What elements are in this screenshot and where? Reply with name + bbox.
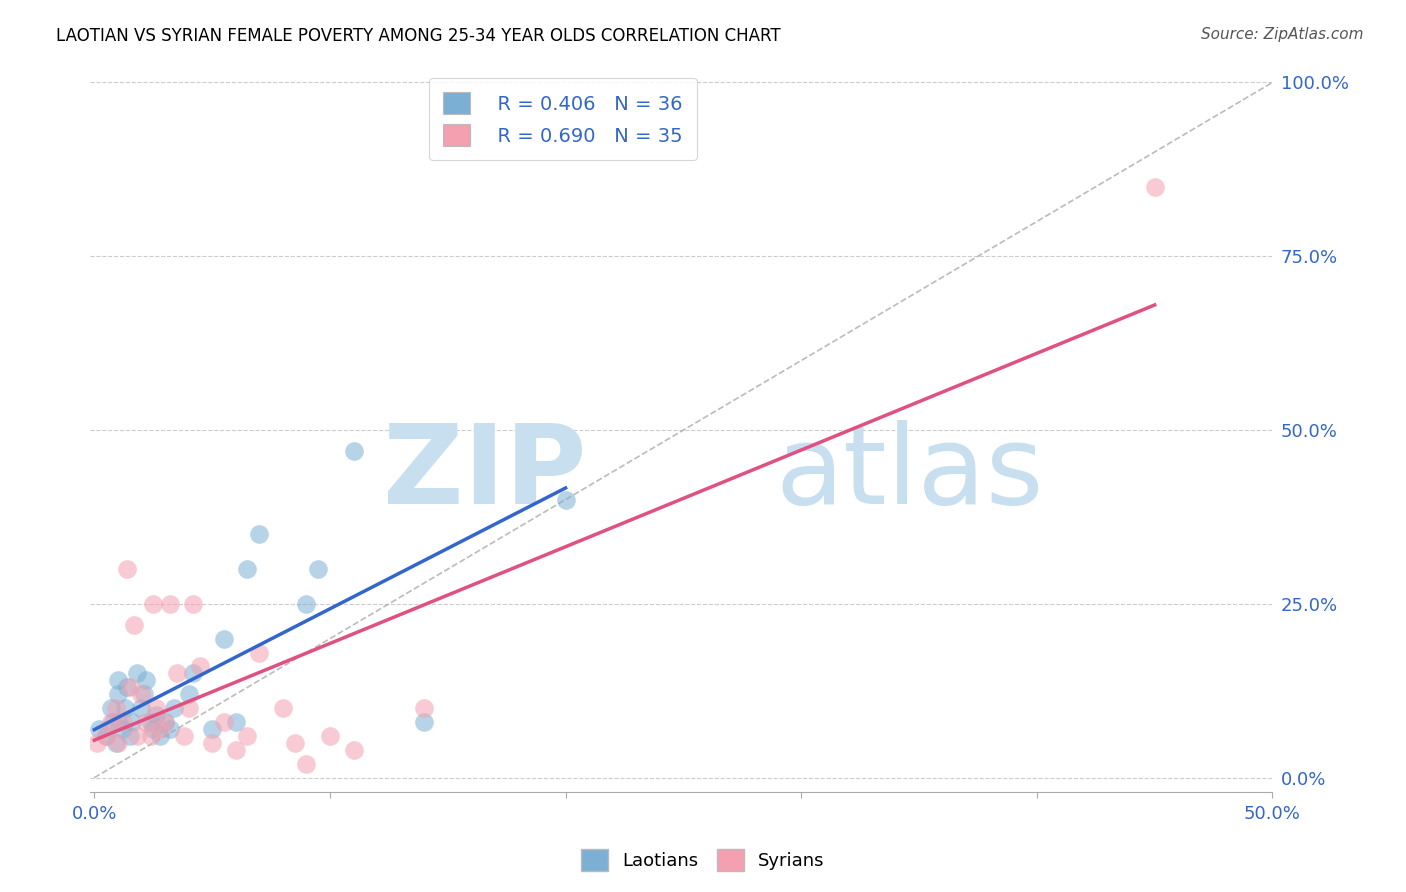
Point [201,722,224,736]
Point [201,736,224,750]
Point [111,714,134,729]
Text: LAOTIAN VS SYRIAN FEMALE POVERTY AMONG 25-34 YEAR OLDS CORRELATION CHART: LAOTIAN VS SYRIAN FEMALE POVERTY AMONG 2… [56,27,780,45]
Point [139,729,162,743]
Point [107,736,129,750]
Point [1143,179,1166,194]
Point [114,701,136,715]
Point [118,681,141,695]
Point [153,714,176,729]
Point [295,597,318,611]
Point [554,492,576,507]
Point [121,714,143,729]
Point [181,597,204,611]
Point [125,729,148,743]
Point [101,714,124,729]
Point [342,743,364,757]
Point [173,729,195,743]
Point [212,714,235,729]
Point [104,701,127,715]
Point [104,736,127,750]
Point [413,714,436,729]
Point [100,714,122,729]
Text: ZIP: ZIP [382,420,586,527]
Point [153,714,176,729]
Legend:   R = 0.406   N = 36,   R = 0.690   N = 35: R = 0.406 N = 36, R = 0.690 N = 35 [429,78,696,160]
Point [149,722,172,736]
Point [135,673,157,688]
Point [139,714,162,729]
Legend: Laotians, Syrians: Laotians, Syrians [574,842,832,879]
Point [107,714,129,729]
Point [247,646,270,660]
Point [142,722,165,736]
Point [117,562,139,576]
Point [271,701,294,715]
Point [125,666,148,681]
Text: atlas: atlas [776,420,1045,527]
Point [225,743,247,757]
Point [131,687,153,701]
Point [295,756,318,771]
Point [159,722,181,736]
Point [163,701,186,715]
Point [212,632,235,646]
Point [132,687,155,701]
Point [145,701,167,715]
Point [107,687,129,701]
Point [149,729,172,743]
Point [131,701,153,715]
Point [94,729,117,743]
Point [118,729,141,743]
Point [236,729,259,743]
Point [284,736,307,750]
Point [181,666,204,681]
Point [177,687,200,701]
Point [135,714,157,729]
Point [111,722,134,736]
Point [307,562,329,576]
Point [413,701,436,715]
Point [319,729,342,743]
Point [247,527,270,541]
Point [107,673,129,688]
Point [236,562,259,576]
Point [142,597,165,611]
Point [225,714,247,729]
Point [166,666,188,681]
Point [100,701,122,715]
Point [87,722,110,736]
Point [124,617,146,632]
Point [177,701,200,715]
Point [159,597,181,611]
Point [342,444,364,458]
Point [94,729,117,743]
Point [86,736,108,750]
Point [188,659,211,673]
Point [117,681,139,695]
Text: Source: ZipAtlas.com: Source: ZipAtlas.com [1201,27,1364,42]
Point [145,708,167,723]
